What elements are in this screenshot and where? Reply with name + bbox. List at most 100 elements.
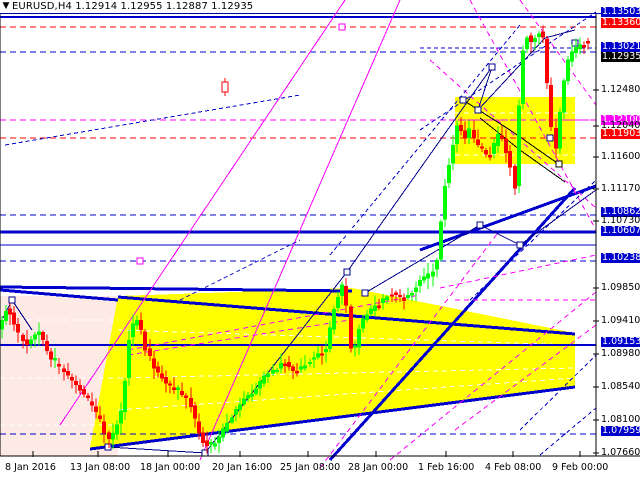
x-axis-label: 18 Jan 00:00 (140, 462, 201, 473)
chevron-down-icon[interactable]: ▼ (2, 1, 10, 11)
candle-bull (431, 271, 435, 277)
candle-bull (451, 144, 455, 164)
candle-bear (398, 294, 402, 297)
candle-bull (246, 395, 250, 399)
proj-long-ascending (4, 94, 301, 146)
candle-bull (33, 334, 37, 340)
candle-bear (500, 135, 504, 140)
x-axis-label: 1 Feb 16:00 (418, 462, 475, 473)
candle-bull (29, 339, 33, 344)
candle-bear (582, 44, 586, 48)
candle-bear (156, 366, 160, 373)
candle-bear (86, 395, 90, 398)
candle-bull (373, 305, 377, 312)
candle-bear (193, 405, 197, 419)
candle-bull (217, 436, 221, 444)
candle-bull (443, 186, 447, 220)
candle-bull (316, 353, 320, 358)
candle-bull (439, 221, 443, 260)
candle-bear (463, 130, 467, 139)
y-axis-label: 1.08540 (601, 381, 640, 392)
candle-bull (234, 409, 238, 415)
candle-bull (115, 424, 119, 435)
chart-header: ▼ EURUSD,H4 1.12914 1.12955 1.12887 1.12… (0, 0, 640, 14)
y-axis-label: 1.13503 (601, 7, 640, 17)
candle-bull (4, 311, 8, 321)
candle-bull (250, 393, 254, 397)
candle-bear (152, 358, 156, 369)
candle-bull (258, 381, 262, 389)
proj-3 (419, 11, 597, 131)
candle-bear (541, 31, 545, 38)
fib-dashed-7 (469, 0, 597, 231)
candlestick-series (0, 25, 590, 454)
candle-bear (480, 146, 484, 149)
candle-bull (533, 38, 537, 43)
anchor-point (361, 289, 369, 297)
candle-bull (570, 51, 574, 62)
candle-bear (529, 35, 533, 42)
y-axis-label: 1.10730 (601, 215, 640, 226)
candle-bull (279, 363, 283, 369)
candle-bear (57, 363, 61, 367)
zigzag-upper-right (477, 29, 576, 111)
x-axis-label: 13 Jan 08:00 (70, 462, 131, 473)
candle-bear (21, 334, 25, 342)
candle-bear (549, 84, 553, 128)
y-axis-label: 1.12935 (601, 52, 640, 62)
candle-bear (164, 377, 168, 384)
candle-bull (209, 442, 213, 445)
fib-dashed-6 (429, 59, 597, 209)
candle-bull (37, 331, 41, 336)
candle-bull (357, 329, 361, 348)
candle-bull (336, 297, 340, 309)
candle-bear (344, 286, 348, 306)
candle-bear (287, 362, 291, 368)
x-axis-label: 9 Feb 00:00 (552, 462, 609, 473)
candle-bear (62, 368, 66, 373)
candle-bear (513, 166, 517, 189)
candle-bull (353, 345, 357, 348)
y-axis-label: 1.11170 (601, 183, 640, 194)
y-tick-marks (593, 89, 599, 454)
candle-bear (197, 421, 201, 434)
candle-bull (53, 358, 57, 361)
y-axis-label: 1.13360 (601, 18, 640, 28)
candle-bear (160, 373, 164, 379)
proj-2 (329, 24, 521, 256)
candle-bear (102, 421, 106, 434)
candle-bear (49, 351, 53, 360)
candle-bull (422, 276, 426, 281)
candle-bear (66, 370, 70, 376)
candle-bear (98, 415, 102, 419)
magenta-fib-rays (59, 0, 401, 461)
x-tick-marks (32, 451, 581, 457)
candle-bear (394, 292, 398, 295)
candle-bull (578, 44, 582, 49)
candle-bear (148, 348, 152, 357)
y-axis-label: 1.12100 (601, 115, 640, 125)
wave-anchor-points-magenta (136, 23, 346, 265)
candle-bull (0, 320, 4, 330)
navy-dashed-projections (4, 11, 597, 456)
candle-bull (406, 295, 410, 298)
candle-bear (25, 339, 29, 346)
anchor-point (476, 221, 484, 229)
magenta-fib-dashed (127, 0, 597, 469)
candle-bear (484, 150, 488, 155)
candle-bull (385, 296, 389, 300)
candle-bull (365, 314, 369, 320)
candle-bear (172, 387, 176, 391)
candle-bull (111, 432, 115, 440)
candle-bear (349, 306, 353, 349)
candle-bear (545, 38, 549, 84)
candle-bear (78, 385, 82, 391)
candle-bear (90, 401, 94, 406)
candle-bull (308, 361, 312, 365)
candle-bear (82, 389, 86, 395)
candle-bull (361, 318, 365, 329)
candle-bull (299, 366, 303, 370)
proj-8 (179, 239, 301, 301)
candle-bear (180, 391, 184, 396)
